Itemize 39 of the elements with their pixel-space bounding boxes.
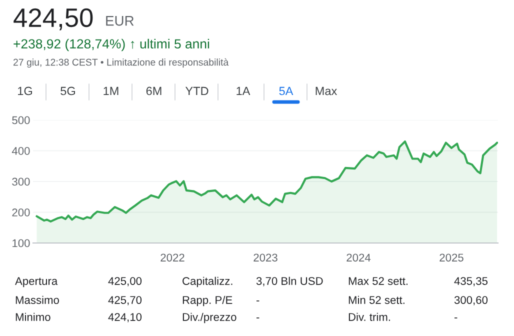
text: Div./prezzo <box>182 312 236 324</box>
text: 27 giu, 12:38 CEST • Limitazione di responsabilità <box>13 58 229 68</box>
x-tick-label: 2023 <box>254 254 278 262</box>
text: 425,00 <box>108 277 142 286</box>
y-tick-label: 300 <box>12 178 30 186</box>
text: Min 52 sett. <box>348 296 404 304</box>
text: Massimo <box>16 296 59 304</box>
text: Capitalizz. <box>182 276 232 288</box>
text: 1A <box>236 86 250 96</box>
x-tick-label: 2024 <box>346 254 371 262</box>
text: 424,10 <box>108 313 142 322</box>
text: Apertura <box>15 277 58 288</box>
text: 5G <box>60 86 75 96</box>
text: Rapp. P/E <box>182 296 232 306</box>
x-tick-label: 2025 <box>440 254 464 262</box>
text: Max 52 sett. <box>348 277 408 285</box>
text: Div. trim. <box>348 312 390 321</box>
text: 425,70 <box>108 296 142 306</box>
text: - <box>454 317 458 318</box>
text: Max <box>316 86 338 96</box>
text: - <box>256 317 260 318</box>
y-tick-label: 200 <box>12 208 30 216</box>
text: EUR <box>106 16 134 26</box>
chart-title: 424,50 <box>14 8 93 30</box>
x-tick-label: 2022 <box>160 254 184 262</box>
text: 6M <box>146 86 162 96</box>
text: 1M <box>104 86 118 96</box>
y-tick-label: 400 <box>12 147 30 155</box>
text: Minimo <box>16 312 50 321</box>
y-tick-label: 100 <box>12 239 30 248</box>
text: 3,70 Bln USD <box>256 276 323 286</box>
y-tick-label: 500 <box>12 116 30 124</box>
text: 435,35 <box>454 277 488 286</box>
chart-subtitle: +238,92 (128,74%) ↑ ultimi 5 anni <box>14 38 210 52</box>
text: YTD <box>185 86 208 96</box>
text: - <box>256 300 260 302</box>
text: 300,60 <box>454 296 488 306</box>
text: 1G <box>18 86 32 96</box>
text: 5A <box>279 86 294 96</box>
